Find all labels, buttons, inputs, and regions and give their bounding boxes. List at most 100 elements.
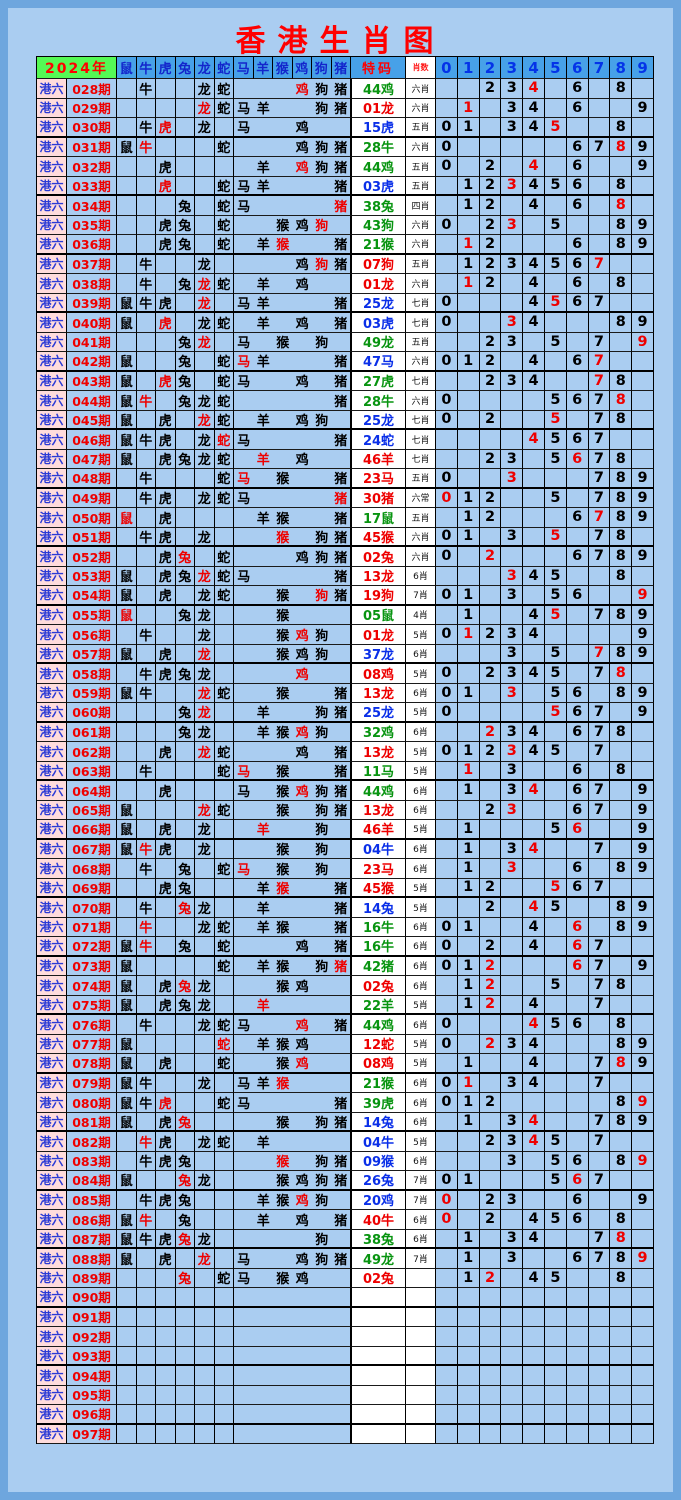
zodiac-cell-monkey [273,196,293,216]
digit-cell-5 [544,1366,567,1386]
zodiac-cell-goat [253,1054,273,1074]
digit-cell-1: 1 [457,839,480,859]
digit-cell-6: 6 [566,781,589,801]
zodiac-cell-dragon [195,469,215,489]
xiao-count-cell: 6肖 [406,917,436,937]
zodiac-cell-horse: 马 [234,177,254,196]
digit-cell-5: 5 [544,820,567,840]
digit-cell-9 [632,430,654,450]
zodiac-cell-horse [234,1210,254,1230]
digit-cell-9 [632,1405,654,1425]
period-prefix: 港六 [37,508,67,528]
digit-cell-5: 5 [544,1015,567,1035]
zodiac-cell-dragon: 龙 [195,605,215,625]
digit-cell-1 [457,703,480,723]
zodiac-cell-horse [234,684,254,703]
table-row: 港六 091期 [37,1307,654,1327]
zodiac-cell-dog [312,879,332,898]
zodiac-cell-goat [253,372,273,391]
digit-cell-2 [479,293,502,313]
zodiac-cell-pig [331,1288,351,1308]
digit-cell-4 [523,215,545,235]
table-row: 港六 078期鼠虎蛇猴鸡 08鸡 5肖 1 4 7 8 9 [37,1054,654,1074]
zodiac-cell-snake: 蛇 [214,742,234,762]
digit-cell-5 [544,761,567,781]
zodiac-cell-pig: 猪 [331,898,351,918]
zodiac-cell-ox [136,176,156,196]
zodiac-cell-goat [253,1386,273,1405]
zodiac-cell-tiger [156,800,176,820]
special-code-cell [351,1366,406,1386]
zodiac-cell-dragon [195,937,215,957]
zodiac-cell-monkey [273,1210,293,1230]
zodiac-cell-snake: 蛇 [214,235,234,255]
digit-cell-7 [588,215,611,235]
zodiac-cell-dog [312,508,332,528]
zodiac-cell-dragon: 龙 [195,586,215,606]
digit-cell-9: 9 [632,547,654,567]
zodiac-cell-snake [214,898,234,918]
digit-cell-5 [544,1112,567,1132]
digit-cell-8 [610,254,633,274]
zodiac-cell-snake: 蛇 [214,215,234,235]
zodiac-cell-ox: 牛 [136,683,156,703]
xiao-count-cell: 5肖 [406,761,436,781]
digit-cell-3: 3 [501,644,524,664]
zodiac-cell-goat [253,781,273,801]
xiao-count-cell: 五肖 [406,254,436,274]
digit-cell-7 [588,235,611,255]
digit-cell-5 [544,1405,567,1425]
zodiac-cell-monkey [273,99,293,118]
zodiac-cell-goat [253,1405,273,1425]
digit-cell-9 [632,352,654,372]
zodiac-cell-pig [331,274,351,294]
digit-cell-2: 2 [479,722,502,742]
zodiac-cell-monkey: 猴 [273,333,293,352]
xiao-count-cell: 7肖 [406,1190,436,1210]
digit-cell-3: 3 [501,527,524,547]
digit-cell-6: 6 [566,800,589,820]
zodiac-cell-goat: 羊 [253,723,273,742]
zodiac-cell-snake [214,664,234,684]
zodiac-cell-tiger: 虎 [156,644,176,664]
digit-cell-3 [501,1288,524,1308]
special-code-cell: 49龙 [351,332,406,352]
digit-cell-9: 9 [632,508,654,528]
zodiac-cell-rat [117,742,137,762]
table-row: 港六 065期鼠龙蛇猴狗猪 13龙 6肖 2 3 6 7 9 [37,800,654,820]
special-code-cell: 23马 [351,859,406,879]
period-label: 071期 [67,917,117,937]
table-row: 港六 088期鼠虎龙马鸡狗猪 49龙 7肖 1 3 6 7 8 9 [37,1249,654,1269]
zodiac-cell-dog: 狗 [312,255,332,274]
zodiac-chart-panel: 香港生肖图 2024年鼠牛虎兔龙蛇马羊猴鸡狗猪特码 肖数 0 1 2 3 4 5 6 7 8 9 港六 0… [8,8,673,1492]
digit-cell-8: 8 [610,859,633,879]
digit-cell-3: 3 [501,761,524,781]
period-prefix: 港六 [37,1054,67,1074]
digit-cell-4: 4 [523,274,545,294]
zodiac-cell-pig [331,118,351,138]
special-code-cell: 20鸡 [351,1190,406,1210]
special-code-cell: 28牛 [351,137,406,157]
digit-cell-9: 9 [632,917,654,937]
digit-cell-8: 8 [610,1210,633,1230]
digit-cell-3 [501,1424,524,1444]
zodiac-cell-dragon [195,859,215,879]
period-prefix: 港六 [37,1327,67,1347]
zodiac-cell-horse: 马 [234,469,254,489]
zodiac-cell-ox [136,703,156,723]
zodiac-cell-rooster: 鸡 [292,1191,312,1210]
zodiac-cell-rabbit [175,1249,195,1269]
period-label: 049期 [67,488,117,508]
zodiac-cell-dog: 狗 [312,1113,332,1132]
digit-cell-3: 3 [501,469,524,489]
period-label: 088期 [67,1249,117,1269]
zodiac-cell-rat [117,79,137,99]
zodiac-cell-monkey: 猴 [273,801,293,820]
digit-cell-1 [457,1366,480,1386]
digit-cell-4: 4 [523,157,545,177]
digit-cell-0 [436,839,458,859]
digit-cell-8: 8 [610,1034,633,1054]
zodiac-cell-rabbit: 兔 [175,332,195,352]
digit-cell-5 [544,1093,567,1113]
zodiac-cell-pig [331,1346,351,1366]
